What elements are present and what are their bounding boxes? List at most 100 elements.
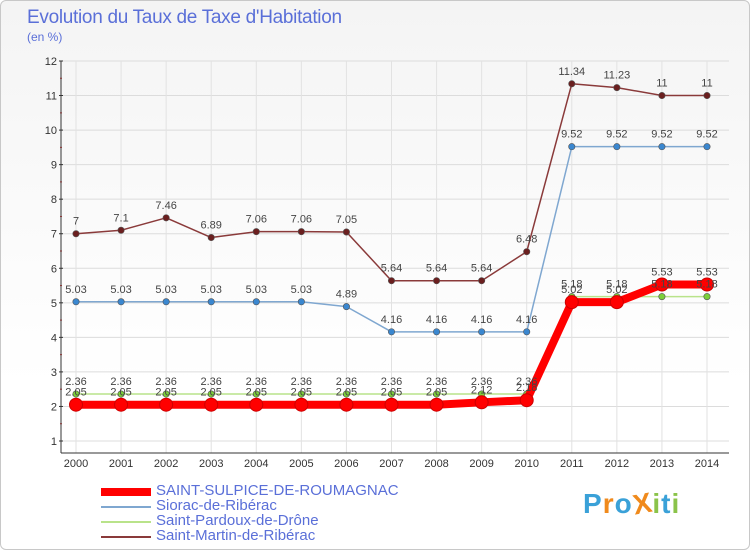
data-label: 4.89 [336, 289, 357, 301]
data-label: 5.64 [471, 263, 492, 275]
data-point [162, 390, 170, 398]
data-point [658, 92, 666, 100]
y-tick-label: 10 [45, 125, 57, 137]
data-point [297, 298, 305, 306]
data-label: 5.03 [246, 284, 267, 296]
data-point [117, 298, 125, 306]
legend-swatch [101, 521, 151, 523]
data-point [339, 397, 354, 412]
logo-letter: o [614, 488, 633, 519]
data-label: 4.16 [516, 314, 537, 326]
x-tick-label: 2004 [244, 458, 268, 470]
data-label: 6.48 [516, 234, 537, 246]
data-point [658, 143, 666, 151]
y-tick-label: 8 [51, 194, 57, 206]
data-label: 2.36 [516, 376, 537, 388]
y-tick-label: 3 [51, 367, 57, 379]
data-label: 2.05 [291, 387, 312, 399]
data-point [252, 390, 260, 398]
data-point [433, 277, 441, 285]
data-label: 4.16 [426, 314, 447, 326]
data-point [703, 293, 711, 301]
data-point [613, 143, 621, 151]
data-label: 2.36 [426, 376, 447, 388]
data-label: 2.05 [246, 387, 267, 399]
data-label: 7.06 [291, 214, 312, 226]
data-label: 5.53 [651, 267, 672, 279]
data-label: 7.06 [246, 214, 267, 226]
data-point [162, 214, 170, 222]
x-tick-label: 2002 [154, 458, 178, 470]
x-tick-label: 2009 [469, 458, 493, 470]
data-label: 2.36 [65, 376, 86, 388]
data-label: 7.46 [155, 200, 176, 212]
data-point [69, 397, 83, 412]
data-label: 2.36 [336, 376, 357, 388]
data-point [204, 397, 219, 412]
logo-letter: t [661, 488, 672, 519]
data-point [568, 143, 576, 151]
proxiti-logo: ProXiti [583, 486, 680, 521]
data-label: 5.18 [651, 279, 672, 291]
data-label: 5.64 [381, 263, 402, 275]
data-point [159, 397, 174, 412]
data-point [478, 277, 486, 285]
data-label: 9.52 [561, 129, 582, 141]
data-point [613, 84, 621, 92]
data-point [207, 390, 215, 398]
data-label: 7.05 [336, 214, 357, 226]
data-point [207, 298, 215, 306]
data-label: 4.16 [381, 314, 402, 326]
y-tick-label: 9 [51, 160, 57, 172]
data-point [297, 390, 305, 398]
legend-label: Saint-Pardoux-de-Drône [156, 512, 319, 529]
data-label: 5.18 [696, 279, 717, 291]
data-label: 2.36 [381, 376, 402, 388]
y-tick-label: 12 [45, 56, 57, 68]
data-point [207, 234, 215, 242]
data-point [294, 397, 309, 412]
y-tick-label: 6 [51, 263, 57, 275]
data-label: 5.64 [426, 263, 447, 275]
x-tick-label: 2011 [560, 458, 584, 470]
data-label: 11.23 [603, 70, 630, 82]
y-tick-label: 4 [51, 332, 57, 344]
x-tick-label: 2006 [334, 458, 358, 470]
data-point [72, 390, 80, 398]
data-label: 2.36 [155, 376, 176, 388]
logo-letter: X [630, 486, 655, 521]
data-label: 2.05 [336, 387, 357, 399]
data-point [568, 80, 576, 88]
y-tick-label: 7 [51, 229, 57, 241]
x-tick-label: 2010 [514, 458, 538, 470]
data-label: 5.03 [65, 284, 86, 296]
data-point [387, 390, 395, 398]
data-point [703, 143, 711, 151]
data-point [523, 248, 531, 256]
y-tick-label: 1 [51, 436, 57, 448]
data-label: 5.03 [155, 284, 176, 296]
data-label: 2.36 [246, 376, 267, 388]
data-label: 7 [73, 216, 79, 228]
y-tick-label: 5 [51, 298, 57, 310]
data-point [523, 328, 531, 336]
data-point [162, 298, 170, 306]
x-tick-label: 2008 [424, 458, 448, 470]
data-point [114, 397, 129, 412]
legend-label: Saint-Martin-de-Ribérac [156, 527, 316, 544]
data-point [117, 390, 125, 398]
data-point [342, 390, 350, 398]
legend-swatch [101, 506, 151, 508]
data-point [433, 390, 441, 398]
legend-label: SAINT-SULPICE-DE-ROUMAGNAC [156, 482, 399, 499]
data-point [609, 295, 624, 310]
unit-label: (en %) [27, 30, 63, 44]
y-tick-label: 2 [51, 401, 57, 413]
data-point [252, 298, 260, 306]
logo-letter: r [602, 488, 615, 519]
data-label: 2.05 [65, 387, 86, 399]
data-label: 5.02 [606, 284, 627, 296]
data-point [703, 92, 711, 100]
